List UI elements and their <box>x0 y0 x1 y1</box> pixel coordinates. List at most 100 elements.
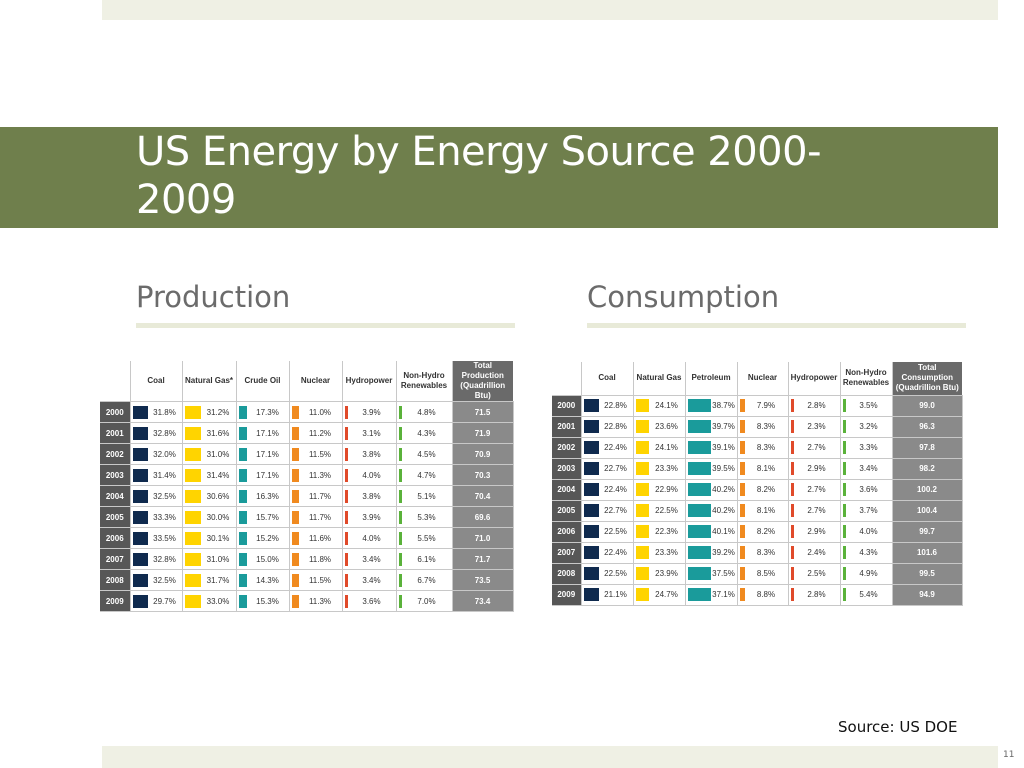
title-bar <box>0 127 998 228</box>
table-row: 2004 32.5% 30.6% 16.3% 11.7% 3.8% 5.1% 70.4 <box>100 485 514 507</box>
value-cell: 23.6% <box>632 415 685 437</box>
percent-value: 17.1% <box>256 449 279 459</box>
value-cell: 2.5% <box>787 562 840 584</box>
year-cell: 2006 <box>100 527 130 549</box>
percent-value: 2.3% <box>807 422 826 431</box>
color-swatch <box>344 489 348 503</box>
year-cell: 2002 <box>552 436 581 458</box>
percent-value: 2.9% <box>807 464 826 473</box>
total-cell: 73.4 <box>451 590 514 612</box>
value-cell: 21.1% <box>580 583 633 606</box>
percent-value: 6.7% <box>417 575 436 585</box>
value-cell: 30.1% <box>181 527 236 549</box>
total-cell: 99.5 <box>891 562 963 584</box>
color-swatch <box>291 531 299 545</box>
year-cell: 2003 <box>552 457 581 479</box>
color-swatch <box>583 567 599 580</box>
percent-value: 4.0% <box>859 527 878 536</box>
value-cell: 11.7% <box>288 506 342 528</box>
color-swatch <box>635 420 649 433</box>
value-cell: 16.3% <box>235 485 289 507</box>
value-cell: 3.3% <box>839 436 892 458</box>
percent-value: 32.5% <box>153 575 176 585</box>
percent-value: 3.4% <box>362 554 381 564</box>
color-swatch <box>344 531 348 545</box>
color-swatch <box>739 420 745 433</box>
percent-value: 22.5% <box>604 569 627 578</box>
percent-value: 5.4% <box>859 590 878 599</box>
value-cell: 3.4% <box>341 569 396 591</box>
percent-value: 31.0% <box>206 449 230 459</box>
value-cell: 4.9% <box>839 562 892 584</box>
value-cell: 7.0% <box>395 590 452 612</box>
value-cell: 3.6% <box>839 478 892 500</box>
color-swatch <box>344 405 348 419</box>
color-swatch <box>291 552 299 566</box>
percent-value: 39.7% <box>712 422 735 431</box>
color-swatch <box>739 525 745 538</box>
value-cell: 11.5% <box>288 569 342 591</box>
percent-value: 2.7% <box>807 443 826 452</box>
total-cell: 70.9 <box>451 443 514 465</box>
color-swatch <box>739 483 745 496</box>
value-cell: 31.8% <box>129 401 182 423</box>
percent-value: 22.3% <box>655 527 678 536</box>
total-cell: 71.9 <box>451 422 514 444</box>
production-col-crude-oil: Crude Oil <box>235 361 289 402</box>
value-cell: 11.3% <box>288 464 342 486</box>
value-cell: 7.9% <box>736 394 788 416</box>
color-swatch <box>238 447 247 461</box>
percent-value: 11.7% <box>308 512 332 522</box>
color-swatch <box>739 504 745 517</box>
value-cell: 22.4% <box>580 541 633 563</box>
year-cell: 2005 <box>100 506 130 528</box>
total-cell: 70.4 <box>451 485 514 507</box>
percent-value: 4.0% <box>362 470 381 480</box>
value-cell: 15.0% <box>235 548 289 570</box>
color-swatch <box>238 489 247 503</box>
color-swatch <box>132 552 148 566</box>
value-cell: 8.2% <box>736 478 788 500</box>
color-swatch <box>635 567 649 580</box>
value-cell: 3.2% <box>839 415 892 437</box>
color-swatch <box>739 567 745 580</box>
value-cell: 24.1% <box>632 436 685 458</box>
value-cell: 39.1% <box>684 436 737 458</box>
consumption-table: Coal Natural Gas Petroleum Nuclear Hydro… <box>552 362 963 606</box>
color-swatch <box>132 468 148 482</box>
color-swatch <box>687 420 711 433</box>
color-swatch <box>184 510 201 524</box>
value-cell: 22.7% <box>580 457 633 479</box>
value-cell: 11.8% <box>288 548 342 570</box>
color-swatch <box>635 441 649 454</box>
production-col-total: Total Production (Quadrillion Btu) <box>451 361 513 402</box>
color-swatch <box>583 462 599 475</box>
table-row: 2002 32.0% 31.0% 17.1% 11.5% 3.8% 4.5% 70.9 <box>100 443 514 465</box>
year-cell: 2007 <box>552 541 581 563</box>
color-swatch <box>398 468 402 482</box>
production-col-hydropower: Hydropower <box>341 361 396 402</box>
percent-value: 31.7% <box>206 575 230 585</box>
production-heading-rule <box>136 323 515 328</box>
value-cell: 31.0% <box>181 548 236 570</box>
percent-value: 2.8% <box>807 401 826 410</box>
percent-value: 33.3% <box>153 512 176 522</box>
value-cell: 40.1% <box>684 520 737 542</box>
color-swatch <box>238 426 247 440</box>
color-swatch <box>687 525 711 538</box>
color-swatch <box>842 525 846 538</box>
percent-value: 8.2% <box>756 485 776 494</box>
table-row: 2002 22.4% 24.1% 39.1% 8.3% 2.7% 3.3% 97.8 <box>552 436 963 458</box>
value-cell: 2.9% <box>787 520 840 542</box>
percent-value: 39.2% <box>712 548 735 557</box>
percent-value: 4.3% <box>417 428 436 438</box>
color-swatch <box>790 567 794 580</box>
percent-value: 2.7% <box>807 485 826 494</box>
percent-value: 7.9% <box>756 401 776 410</box>
consumption-header-corner <box>552 362 581 395</box>
table-row: 2004 22.4% 22.9% 40.2% 8.2% 2.7% 3.6% 100.2 <box>552 478 963 500</box>
bottom-decor-band <box>102 746 998 768</box>
percent-value: 22.5% <box>655 506 678 515</box>
color-swatch <box>291 468 299 482</box>
percent-value: 24.7% <box>655 590 678 599</box>
